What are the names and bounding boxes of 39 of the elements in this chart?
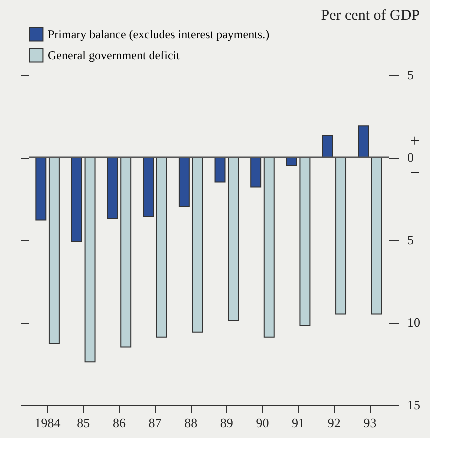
bar xyxy=(358,126,370,158)
bar xyxy=(178,157,190,208)
bar xyxy=(120,157,132,348)
x-tick-label: 85 xyxy=(77,416,90,430)
bar xyxy=(250,157,262,188)
bar xyxy=(36,157,47,221)
y-axis-title: Per cent of GDP xyxy=(321,8,420,24)
bar xyxy=(156,157,168,338)
legend-label: General government deficit xyxy=(48,48,181,62)
text: − xyxy=(410,164,420,182)
x-tick-label: 88 xyxy=(184,416,198,430)
bar xyxy=(371,157,382,315)
bar xyxy=(143,157,154,218)
bar xyxy=(228,157,240,322)
x-tick-label: 89 xyxy=(220,416,234,430)
x-tick-label: 87 xyxy=(148,416,162,430)
x-tick-label: 93 xyxy=(364,416,377,430)
y-tick-label: 5 xyxy=(408,68,414,82)
text: + xyxy=(410,132,420,150)
legend-label: Primary balance (excludes interest payments.) xyxy=(48,28,270,42)
bar xyxy=(84,157,96,363)
y-tick-label: 0 xyxy=(408,150,414,165)
y-tick-label: 5 xyxy=(408,232,414,248)
bar xyxy=(300,157,311,326)
bar xyxy=(71,157,82,242)
x-tick-label: 91 xyxy=(292,416,306,430)
x-tick-label: 1984 xyxy=(34,416,62,430)
x-tick-label: 86 xyxy=(112,416,126,430)
bar xyxy=(48,157,60,344)
x-tick-label: 90 xyxy=(256,416,270,430)
bar xyxy=(214,157,226,183)
bar xyxy=(336,157,347,315)
bar xyxy=(322,136,334,158)
bar xyxy=(192,157,204,333)
y-tick-label: 10 xyxy=(408,315,420,330)
y-tick-label: 15 xyxy=(408,398,420,412)
x-tick-label: 92 xyxy=(328,416,341,430)
bar xyxy=(107,157,118,220)
bar xyxy=(264,157,275,338)
